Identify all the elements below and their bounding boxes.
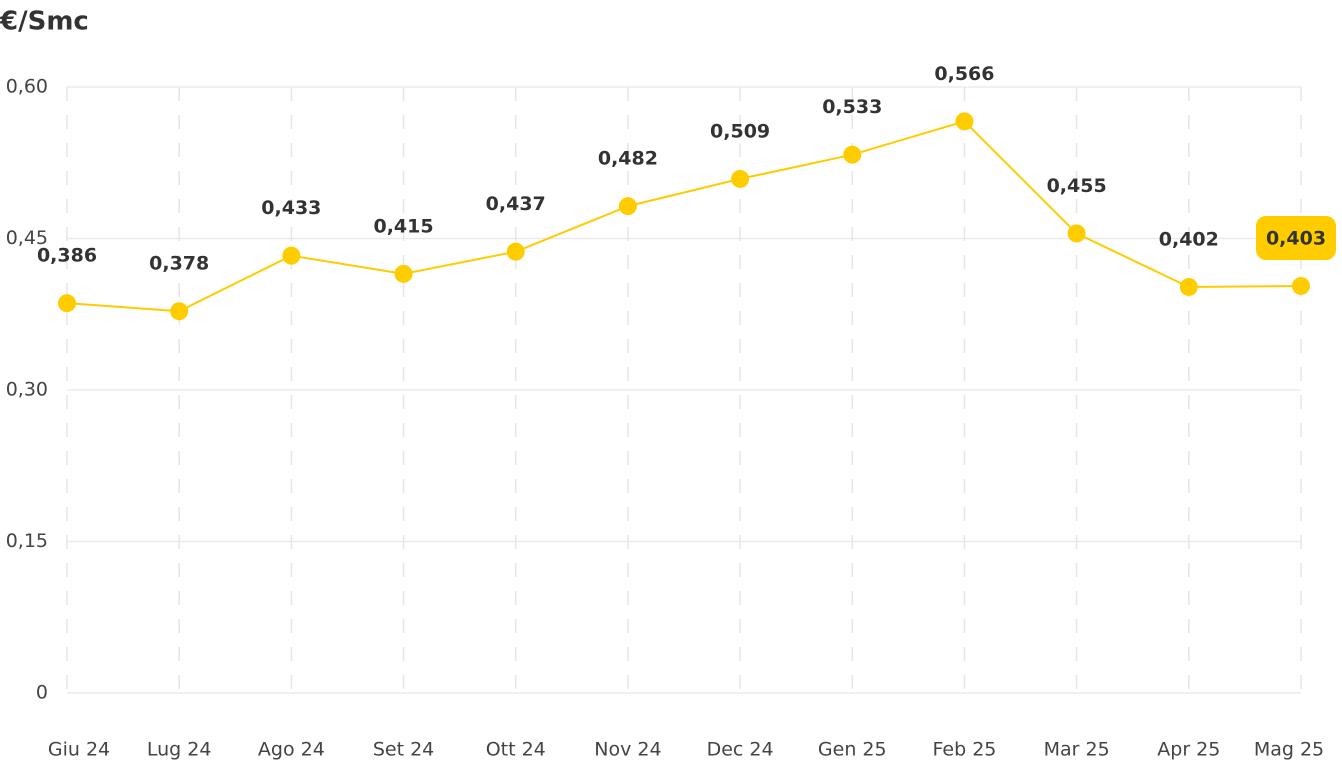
point (955, 112, 974, 131)
value-label: 0,402 (1159, 228, 1219, 250)
x-tick-label: Mar 25 (1044, 739, 1110, 761)
value-label: 0,482 (598, 148, 658, 170)
x-tick-label: Gen 25 (818, 739, 887, 761)
point (58, 294, 76, 313)
point (1179, 277, 1198, 296)
y-tick-label: 0,30 (6, 379, 48, 401)
point (1067, 224, 1086, 243)
value-label: 0,415 (373, 215, 433, 237)
x-tick-label: Giu 24 (48, 739, 110, 761)
point (843, 145, 862, 164)
point (731, 169, 750, 188)
highlight-badge (1256, 215, 1336, 260)
y-tick-label: 0,15 (6, 530, 48, 552)
x-tick-label: Apr 25 (1157, 739, 1220, 761)
line (66, 120, 1302, 313)
value-label: 0,437 (486, 193, 546, 215)
x-tick-label: Lug 24 (147, 739, 212, 761)
y-tick-label: 0,45 (6, 227, 48, 249)
value-label: 0,433 (261, 197, 321, 219)
x-tick-label: Mag 25 (1254, 739, 1324, 761)
value-label: 0,378 (149, 253, 209, 275)
value-label: 0,509 (710, 120, 770, 142)
y-tick-label: 0 (36, 682, 48, 704)
y-tick-label: 0,60 (6, 76, 48, 98)
point (170, 302, 189, 321)
x-tick-label: Ott 24 (486, 739, 546, 761)
x-tick-label: Dec 24 (707, 739, 774, 761)
x-tick-label: Set 24 (373, 739, 434, 761)
point (618, 197, 637, 216)
value-label: 0,455 (1047, 175, 1107, 197)
x-tick-label: Nov 24 (594, 739, 661, 761)
point (506, 242, 525, 261)
point (394, 264, 413, 283)
chart-title: €/Smc (0, 7, 89, 37)
value-label: 0,403 (1266, 227, 1326, 249)
point (1292, 276, 1310, 295)
value-label: 0,566 (934, 63, 994, 85)
x-tick-label: Feb 25 (933, 739, 997, 761)
x-tick-label: Ago 24 (258, 739, 325, 761)
value-label: 0,533 (822, 96, 882, 118)
value-label: 0,386 (37, 245, 97, 267)
point (282, 246, 301, 265)
